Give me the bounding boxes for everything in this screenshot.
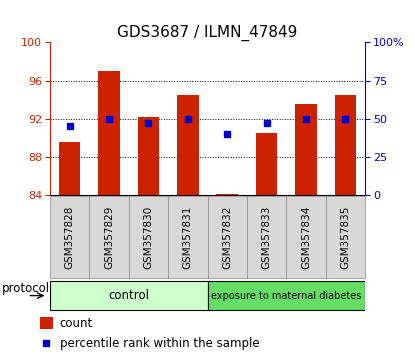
- FancyBboxPatch shape: [50, 281, 208, 310]
- Text: count: count: [60, 317, 93, 330]
- Bar: [177, 95, 199, 195]
- FancyBboxPatch shape: [168, 196, 208, 278]
- Text: GSM357829: GSM357829: [104, 205, 114, 269]
- Bar: [334, 95, 356, 195]
- FancyBboxPatch shape: [50, 196, 89, 278]
- Text: GSM357830: GSM357830: [143, 206, 154, 269]
- Title: GDS3687 / ILMN_47849: GDS3687 / ILMN_47849: [117, 25, 298, 41]
- Text: GSM357833: GSM357833: [261, 205, 272, 269]
- Text: percentile rank within the sample: percentile rank within the sample: [60, 337, 259, 350]
- FancyBboxPatch shape: [129, 196, 168, 278]
- Text: GSM357831: GSM357831: [183, 205, 193, 269]
- Text: GSM357835: GSM357835: [340, 205, 351, 269]
- FancyBboxPatch shape: [247, 196, 286, 278]
- Bar: [98, 71, 120, 195]
- FancyBboxPatch shape: [208, 281, 365, 310]
- FancyBboxPatch shape: [89, 196, 129, 278]
- Bar: [40, 318, 53, 329]
- Bar: [59, 142, 81, 195]
- Bar: [295, 104, 317, 195]
- Text: GSM357834: GSM357834: [301, 205, 311, 269]
- Text: exposure to maternal diabetes: exposure to maternal diabetes: [211, 291, 361, 301]
- FancyBboxPatch shape: [286, 196, 326, 278]
- Text: protocol: protocol: [2, 282, 50, 295]
- Text: GSM357832: GSM357832: [222, 205, 232, 269]
- FancyBboxPatch shape: [326, 196, 365, 278]
- Bar: [216, 194, 238, 195]
- FancyBboxPatch shape: [208, 196, 247, 278]
- Text: GSM357828: GSM357828: [64, 205, 75, 269]
- Bar: [137, 117, 159, 195]
- Text: control: control: [108, 289, 149, 302]
- Bar: [256, 133, 278, 195]
